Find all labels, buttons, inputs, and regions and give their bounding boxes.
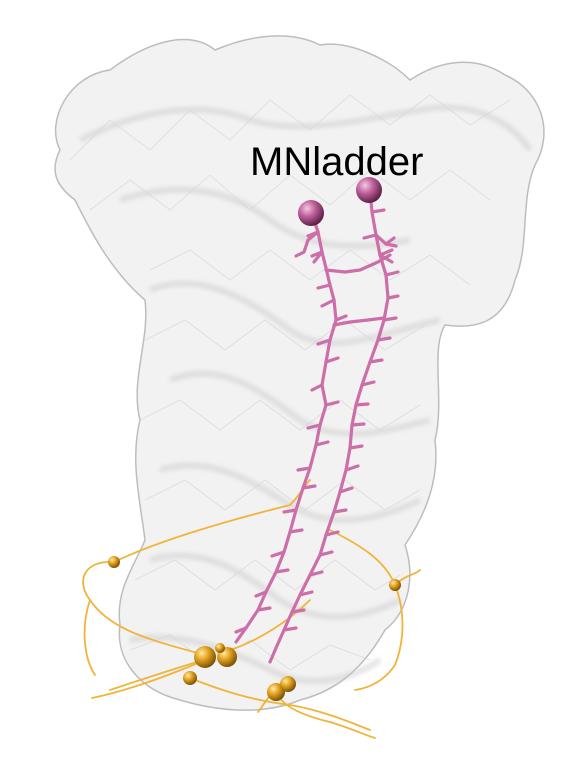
orange-soma [194,646,216,668]
mesh-outer-shell [54,35,545,711]
magenta-dendrite-top-left [294,230,324,264]
orange-neurite-bottom-left [91,659,206,699]
orange-neurite-mid [229,599,311,651]
magenta-dendrite-top-right [374,233,398,264]
magenta-bridge-mid [332,316,386,327]
orange-neurite-lower [189,677,371,731]
magenta-neurons [234,190,400,664]
magenta-soma-left [298,200,324,226]
neuron-type-label: MNladder [250,140,423,184]
orange-soma [183,671,197,685]
orange-neurite-left-loop [82,561,206,656]
magenta-soma-right [356,177,382,203]
orange-somata [108,556,401,701]
orange-soma [215,643,225,653]
orange-soma [389,579,401,591]
orange-soma [267,683,285,701]
orange-neurite-left-tail [83,599,96,676]
magenta-spine [282,208,400,632]
orange-soma [280,676,296,692]
brain-mesh [54,35,545,711]
magenta-trunk-right [268,190,390,664]
orange-soma [108,556,120,568]
orange-neurite-right-arc [329,529,404,691]
magenta-bridge-top [324,253,392,274]
orange-neurite-center-down [274,689,376,739]
mesh-wireframe [69,94,511,671]
magenta-somata [298,177,382,226]
